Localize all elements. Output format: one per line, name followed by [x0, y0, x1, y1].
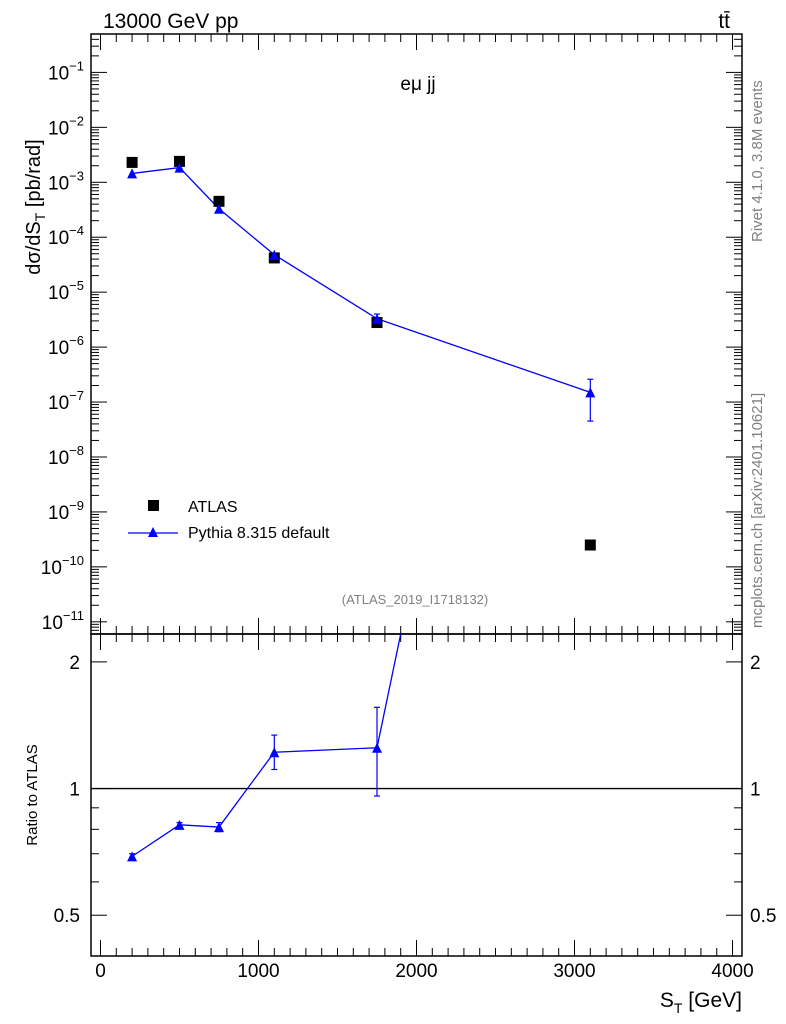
analysis-watermark: (ATLAS_2019_I1718132) — [342, 592, 488, 607]
ratio-point — [213, 822, 224, 833]
main-y-tick-label: 10−3 — [48, 168, 84, 194]
main-panel: 10−11 10−10 10−9 10−8 10−7 10−6 10−5 10−4 10−3 10… — [23, 33, 743, 635]
ratio-point — [174, 819, 185, 830]
main-y-tick-label: 10−11 — [42, 608, 84, 634]
atlas-point — [126, 156, 138, 168]
ratio-panel: 0.5 0.5 1 1 2 2 0 1000 2000 3000 4000 Ratio to AT… — [24, 633, 777, 1016]
ratio-point — [127, 851, 138, 862]
ratio-series — [127, 633, 402, 862]
main-y-tick-label: 10−2 — [48, 113, 84, 139]
main-panel-frame — [90, 33, 743, 635]
x-tick-label: 0 — [95, 961, 106, 982]
pythia-point — [585, 387, 596, 398]
main-y-tick-label: 10−10 — [41, 553, 84, 579]
legend-pythia-label: Pythia 8.315 default — [188, 525, 330, 542]
main-y-tick-label: 10−9 — [48, 498, 84, 524]
main-y-tick-label: 10−8 — [48, 443, 84, 469]
pythia-point — [213, 203, 224, 214]
main-series — [126, 155, 596, 551]
ratio-y-tick-label: 2 — [69, 653, 80, 674]
main-y-tick-label: 10−6 — [48, 333, 84, 359]
ratio-point — [269, 747, 280, 758]
main-y-tick-label: 10−5 — [48, 278, 84, 304]
legend-atlas-marker — [148, 500, 159, 511]
main-y-axis-label: dσ/dST [pb/rad] — [23, 139, 48, 274]
ratio-y-tick-label: 1 — [69, 780, 80, 801]
pythia-point — [269, 249, 280, 260]
ratio-y-tick-label-right: 2 — [750, 653, 761, 674]
rivet-version-label: Rivet 4.1.0, 3.8M events — [749, 80, 766, 242]
ratio-x-ticks — [99, 634, 734, 956]
ratio-y-tick-labels: 0.5 0.5 1 1 2 2 — [54, 653, 777, 927]
header-energy-label: 13000 GeV pp — [103, 10, 238, 33]
ratio-y-axis-label: Ratio to ATLAS — [24, 744, 41, 845]
pythia-point — [174, 162, 185, 173]
main-x-ticks — [99, 34, 734, 634]
x-tick-label: 1000 — [237, 961, 279, 982]
x-tick-label: 3000 — [553, 961, 595, 982]
atlas-point — [213, 195, 225, 207]
atlas-point — [173, 155, 185, 167]
x-tick-labels: 0 1000 2000 3000 4000 — [95, 961, 753, 982]
ratio-line — [131, 633, 402, 857]
main-title: eμ jj — [400, 74, 435, 95]
x-tick-label: 2000 — [395, 961, 437, 982]
ratio-y-ticks — [91, 661, 742, 957]
legend-pythia-marker — [148, 527, 158, 537]
main-y-tick-label: 10−4 — [48, 223, 84, 249]
source-label: mcplots.cern.ch [arXiv:2401.10621] — [749, 393, 766, 628]
main-y-tick-label: 10−7 — [48, 388, 84, 414]
atlas-point — [584, 539, 596, 551]
legend: ATLAS Pythia 8.315 default — [128, 499, 330, 542]
main-y-tick-labels: 10−11 10−10 10−9 10−8 10−7 10−6 10−5 10−4 10−3 10… — [41, 58, 84, 633]
pythia-line — [132, 166, 591, 393]
ratio-y-tick-label-right: 1 — [750, 780, 761, 801]
main-y-ticks — [91, 33, 742, 635]
legend-atlas-label: ATLAS — [188, 499, 238, 516]
ratio-panel-frame — [90, 633, 743, 957]
ratio-y-tick-label: 0.5 — [54, 906, 80, 927]
pythia-point — [371, 313, 382, 324]
main-y-tick-label: 10−1 — [48, 58, 84, 84]
header-process-label: tt̄ — [718, 10, 730, 33]
x-tick-label: 4000 — [711, 961, 753, 982]
ratio-point — [371, 742, 382, 753]
pythia-point — [127, 168, 138, 179]
ratio-y-tick-label-right: 0.5 — [750, 906, 776, 927]
x-axis-label: ST [GeV] — [660, 989, 742, 1016]
